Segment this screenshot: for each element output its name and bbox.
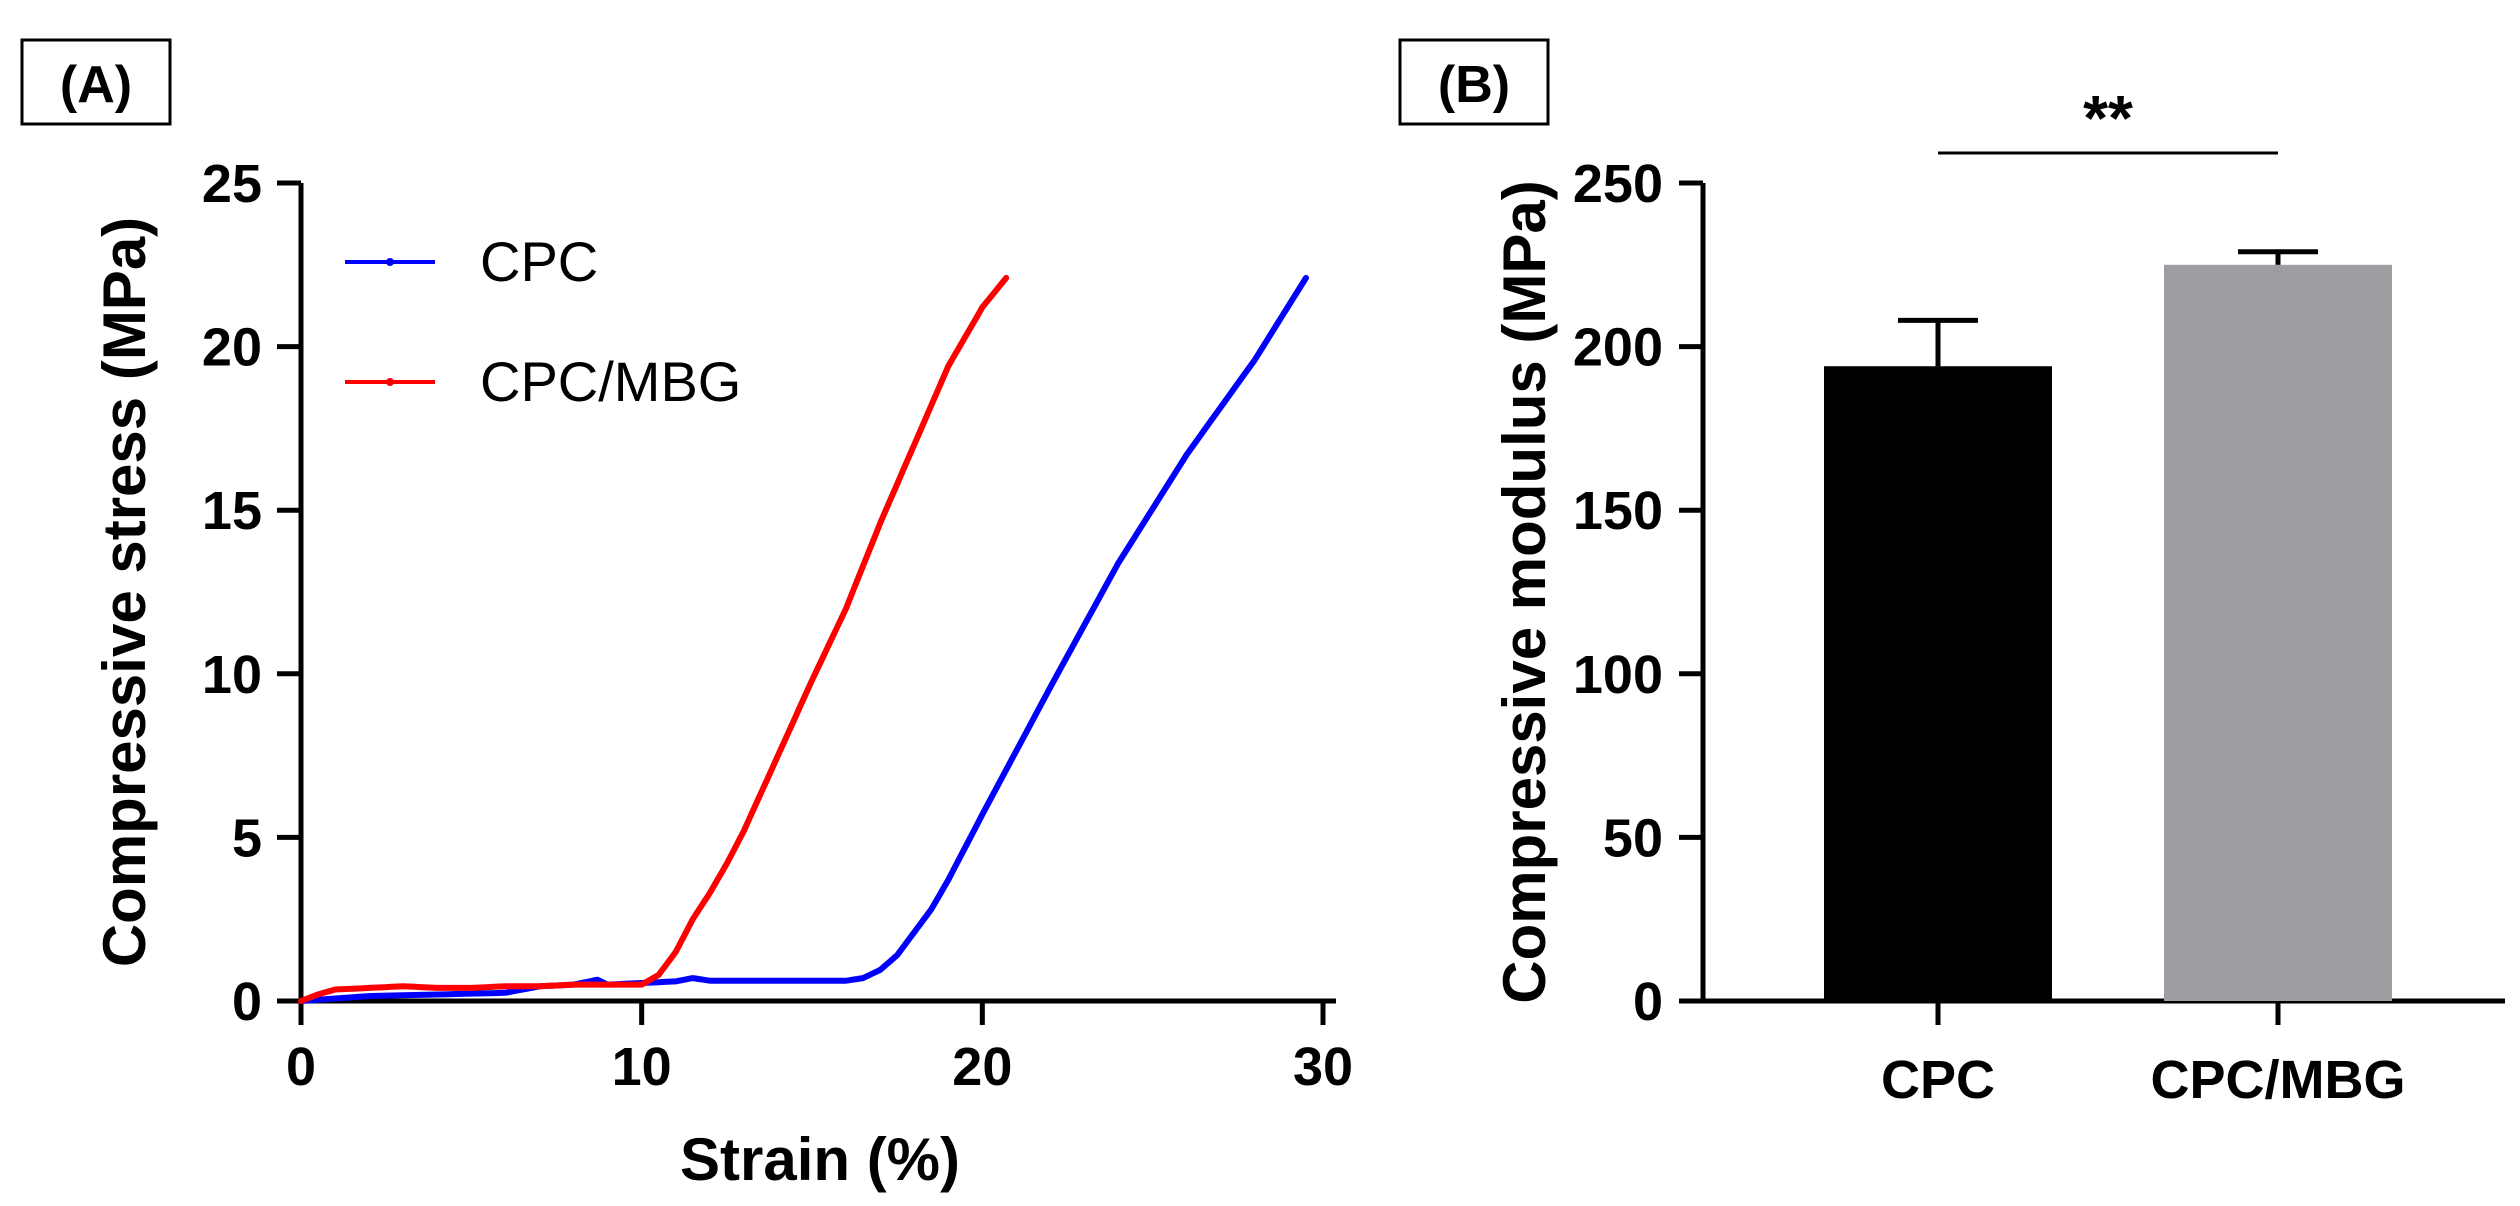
significance-label: ** xyxy=(2083,82,2133,154)
panel-b-label-box xyxy=(1398,38,1550,126)
panel-a: (A) 0 10 20 30 0 5 10 15 20 25 Strain (%) Compres… xyxy=(20,38,1353,1193)
category-label-cpc-mbg: CPC/MBG xyxy=(2151,1050,2406,1110)
panel-a-y-tick-label: 10 xyxy=(202,645,262,705)
legend-label-cpc-mbg: CPC/MBG xyxy=(480,350,741,413)
bar-cpc-mbg xyxy=(2164,264,2392,1001)
panel-a-x-tick-label: 20 xyxy=(952,1037,1012,1097)
panel-a-axes xyxy=(298,183,1336,1004)
panel-b-y-tick-label: 100 xyxy=(1573,645,1663,705)
panel-b-y-tick-label: 200 xyxy=(1573,318,1663,378)
panel-a-y-tick-label: 0 xyxy=(232,972,262,1032)
panel-a-x-tick-label: 0 xyxy=(286,1037,316,1097)
panel-b-y-tick-label: 50 xyxy=(1603,808,1663,868)
panel-b-y-tick-label: 150 xyxy=(1573,481,1663,541)
panel-a-label: (A) xyxy=(60,56,132,114)
series-line-cpc-mbg xyxy=(298,274,1010,1004)
panel-a-y-tick-label: 5 xyxy=(232,808,262,868)
panel-b-y-tick-label: 0 xyxy=(1633,972,1663,1032)
panel-a-legend: CPC CPC/MBG xyxy=(345,230,741,413)
panel-b-y-axis-title: Compressive modulus (MPa) xyxy=(1491,180,1558,1004)
panel-b-y-tick-label: 250 xyxy=(1573,154,1663,214)
panel-a-y-tick-label: 20 xyxy=(202,318,262,378)
legend-label-cpc: CPC xyxy=(480,230,598,293)
bar-cpc xyxy=(1824,366,2052,1001)
panel-a-y-axis-title: Compressive stress (MPa) xyxy=(91,217,158,967)
panel-b-label: (B) xyxy=(1438,56,1510,114)
legend-marker-cpc-mbg xyxy=(386,378,394,386)
panel-a-x-tick-label: 10 xyxy=(612,1037,672,1097)
legend-marker-cpc xyxy=(386,258,394,266)
panel-a-label-box xyxy=(20,38,172,126)
panel-a-y-tick-label: 25 xyxy=(202,154,262,214)
category-label-cpc: CPC xyxy=(1881,1050,1995,1110)
series-line-cpc xyxy=(298,274,1309,1004)
panel-a-y-tick-label: 15 xyxy=(202,481,262,541)
panel-a-x-tick-label: 30 xyxy=(1293,1037,1353,1097)
panel-b: (B) 0 50 100 150 200 250 CPC CPC/MBG ** Compre… xyxy=(1398,38,2505,1110)
panel-a-x-axis-title: Strain (%) xyxy=(680,1126,960,1193)
